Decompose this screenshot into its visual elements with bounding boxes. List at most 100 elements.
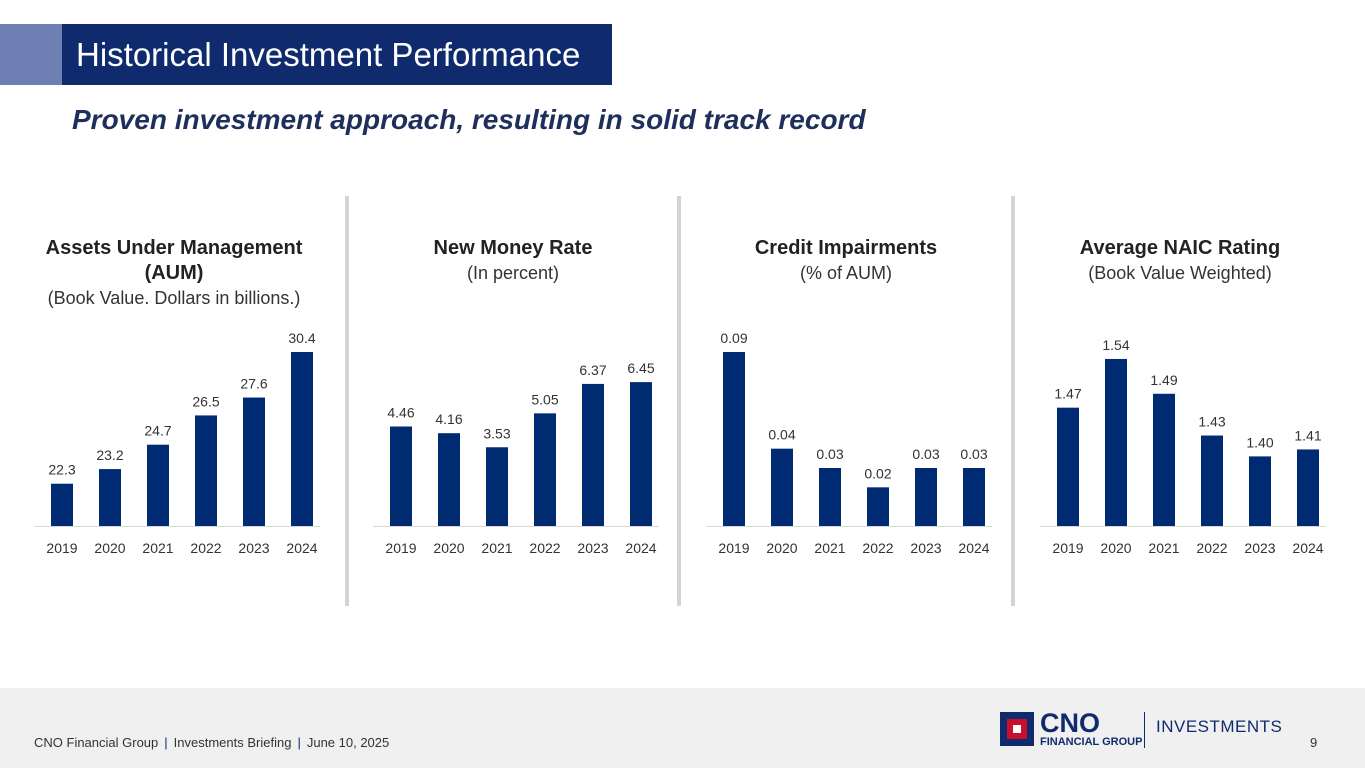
- x-tick-label: 2024: [958, 540, 989, 556]
- x-tick-label: 2019: [385, 540, 416, 556]
- bar-2019: [51, 483, 73, 526]
- x-tick-label: 2024: [625, 540, 656, 556]
- x-tick-label: 2020: [766, 540, 797, 556]
- x-tick-label: 2023: [238, 540, 269, 556]
- bar-2020: [438, 433, 460, 526]
- data-label: 23.2: [96, 447, 123, 463]
- x-tick-label: 2021: [142, 540, 173, 556]
- data-label: 0.09: [720, 330, 747, 346]
- bar-2023: [243, 397, 265, 526]
- bar-2022: [1201, 435, 1223, 526]
- x-tick-label: 2024: [286, 540, 317, 556]
- bar-2019: [723, 352, 745, 526]
- bar-2019: [1057, 407, 1079, 526]
- data-label: 27.6: [240, 376, 267, 392]
- data-label: 1.54: [1102, 337, 1129, 353]
- bar-2021: [147, 444, 169, 526]
- bar-2019: [390, 426, 412, 526]
- x-tick-label: 2020: [433, 540, 464, 556]
- chart-subtitle: (Book Value. Dollars in billions.): [47, 288, 301, 308]
- data-label: 30.4: [288, 330, 315, 346]
- panel-naic-rating: Average NAIC Rating (Book Value Weighted…: [1020, 232, 1340, 572]
- data-label: 24.7: [144, 423, 171, 439]
- bar-2020: [771, 448, 793, 526]
- chart-subtitle: (% of AUM): [799, 263, 892, 283]
- footer-separator: |: [297, 735, 301, 750]
- x-tick-label: 2023: [577, 540, 608, 556]
- footer-company: CNO Financial Group: [34, 735, 159, 750]
- data-label: 22.3: [48, 462, 75, 478]
- bar-2021: [1153, 393, 1175, 526]
- bar-2021: [819, 468, 841, 526]
- bar-2023: [1249, 456, 1271, 526]
- bar-2020: [1105, 358, 1127, 526]
- logo-name: CNO: [1040, 708, 1100, 738]
- bar-2024: [630, 382, 652, 526]
- x-tick-label: 2022: [1196, 540, 1227, 556]
- footer: CNO Financial Group | Investments Briefing…: [0, 688, 1365, 768]
- title-accent: [0, 24, 62, 85]
- data-label: 0.04: [768, 427, 795, 443]
- data-label: 4.16: [435, 411, 462, 427]
- bar-2022: [195, 415, 217, 526]
- x-tick-label: 2023: [910, 540, 941, 556]
- x-tick-label: 2024: [1292, 540, 1323, 556]
- footer-date: June 10, 2025: [306, 735, 390, 750]
- footer-text: CNO Financial Group | Investments Briefing…: [34, 735, 389, 750]
- x-tick-label: 2019: [718, 540, 749, 556]
- logo-mark-icon: [1000, 712, 1034, 746]
- data-label: 0.03: [816, 446, 843, 462]
- data-label: 26.5: [192, 393, 219, 409]
- x-tick-label: 2022: [529, 540, 560, 556]
- x-tick-label: 2021: [1148, 540, 1179, 556]
- data-label: 5.05: [531, 391, 558, 407]
- bar-2024: [291, 352, 313, 526]
- bar-2024: [1297, 449, 1319, 526]
- new-money-rate-chart: 4.46 2019 4.16 2020 3.53 2021 5.05 2022 6.37 2023…: [373, 360, 659, 556]
- footer-event: Investments Briefing: [173, 735, 292, 750]
- chart-title: New Money Rate: [433, 237, 593, 259]
- credit-impairments-chart: 0.09 2019 0.04 2020 0.03 2021 0.02 2022 0.03 2023…: [706, 330, 992, 556]
- x-tick-label: 2019: [1052, 540, 1083, 556]
- data-label: 1.43: [1198, 414, 1225, 430]
- data-label: 1.40: [1246, 434, 1273, 450]
- panel-aum: Assets Under Management (AUM) (Book Valu…: [14, 232, 334, 572]
- divider-1: [345, 196, 349, 606]
- data-label: 1.41: [1294, 427, 1321, 443]
- data-label: 3.53: [483, 425, 510, 441]
- page-subtitle: Proven investment approach, resulting in…: [72, 104, 866, 135]
- chart-title: Credit Impairments: [754, 237, 938, 259]
- bar-2020: [99, 469, 121, 526]
- data-label: 6.45: [627, 360, 654, 376]
- logo-tagline: FINANCIAL GROUP: [1040, 736, 1143, 748]
- chart-title: Assets Under Management (AUM): [45, 237, 303, 284]
- bar-2023: [582, 383, 604, 526]
- logo-divider: [1144, 712, 1145, 748]
- divider-2: [677, 196, 681, 606]
- panel-credit-impairments: Credit Impairments (% of AUM) 0.09 2019 0.…: [686, 232, 1006, 572]
- x-tick-label: 2020: [94, 540, 125, 556]
- bar-2023: [915, 468, 937, 526]
- bar-2022: [534, 413, 556, 526]
- data-label: 1.49: [1150, 372, 1177, 388]
- data-label: 0.02: [864, 465, 891, 481]
- x-tick-label: 2022: [190, 540, 221, 556]
- x-tick-label: 2021: [814, 540, 845, 556]
- bar-2022: [867, 487, 889, 526]
- chart-subtitle: (Book Value Weighted): [1088, 263, 1272, 283]
- naic-rating-chart: 1.47 2019 1.54 2020 1.49 2021 1.43 2022 1.40 2023…: [1040, 337, 1326, 556]
- page-number: 9: [1310, 735, 1318, 750]
- x-tick-label: 2020: [1100, 540, 1131, 556]
- x-tick-label: 2019: [46, 540, 77, 556]
- data-label: 4.46: [387, 405, 414, 421]
- data-label: 0.03: [960, 446, 987, 462]
- bar-2021: [486, 447, 508, 526]
- chart-title: Average NAIC Rating: [1079, 237, 1281, 259]
- page-title: Historical Investment Performance: [62, 24, 612, 85]
- x-tick-label: 2022: [862, 540, 893, 556]
- data-label: 0.03: [912, 446, 939, 462]
- logo-division: INVESTMENTS: [1156, 717, 1283, 736]
- bar-2024: [963, 468, 985, 526]
- x-tick-label: 2021: [481, 540, 512, 556]
- chart-subtitle: (In percent): [466, 263, 560, 283]
